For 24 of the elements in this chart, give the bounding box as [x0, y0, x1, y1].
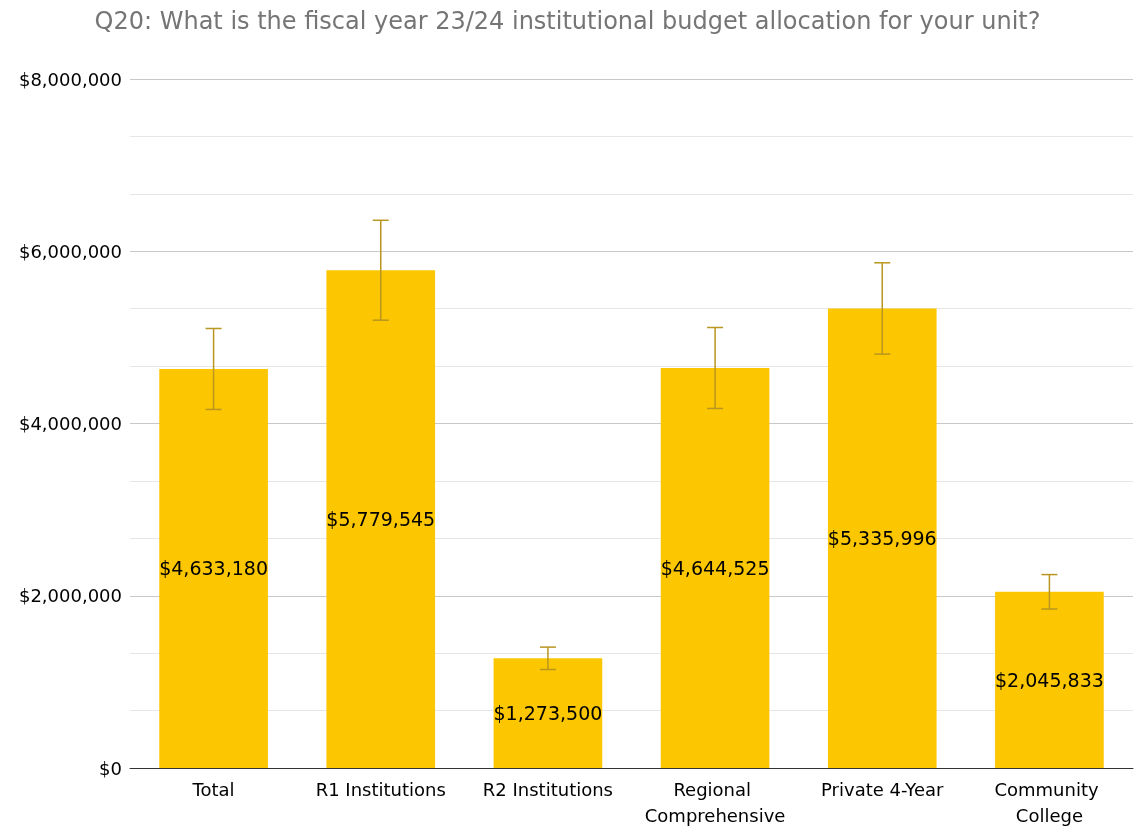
data-label: $5,335,996 [827, 527, 937, 550]
data-label: $5,779,545 [326, 508, 436, 531]
chart-title: Q20: What is the fiscal year 23/24 institutional budget allocation for your unit? [94, 7, 1041, 35]
bar [326, 270, 436, 768]
bar [660, 367, 770, 768]
y-tick-label: $0 [99, 757, 122, 779]
y-tick-label: $8,000,000 [18, 68, 122, 90]
bar [995, 591, 1104, 768]
x-tick-label: R2 Institutions [482, 778, 613, 800]
y-tick-label: $2,000,000 [18, 585, 122, 607]
y-tick-label: $4,000,000 [18, 413, 122, 434]
x-tick-label: R1 Institutions [315, 778, 446, 800]
bar [827, 308, 937, 768]
data-label: $1,273,500 [493, 702, 603, 725]
y-tick-label: $6,000,000 [18, 240, 122, 262]
x-tick-label: Regional Comprehensive [644, 778, 786, 826]
x-tick-label: Community College [994, 778, 1105, 826]
bar [159, 368, 268, 768]
x-tick-label: Total [191, 778, 235, 800]
data-label: $4,644,525 [660, 557, 770, 579]
data-label: $2,045,833 [995, 668, 1104, 691]
bar [493, 658, 603, 768]
x-tick-label: Private 4-Year [821, 778, 945, 800]
data-label: $4,633,180 [159, 557, 268, 580]
